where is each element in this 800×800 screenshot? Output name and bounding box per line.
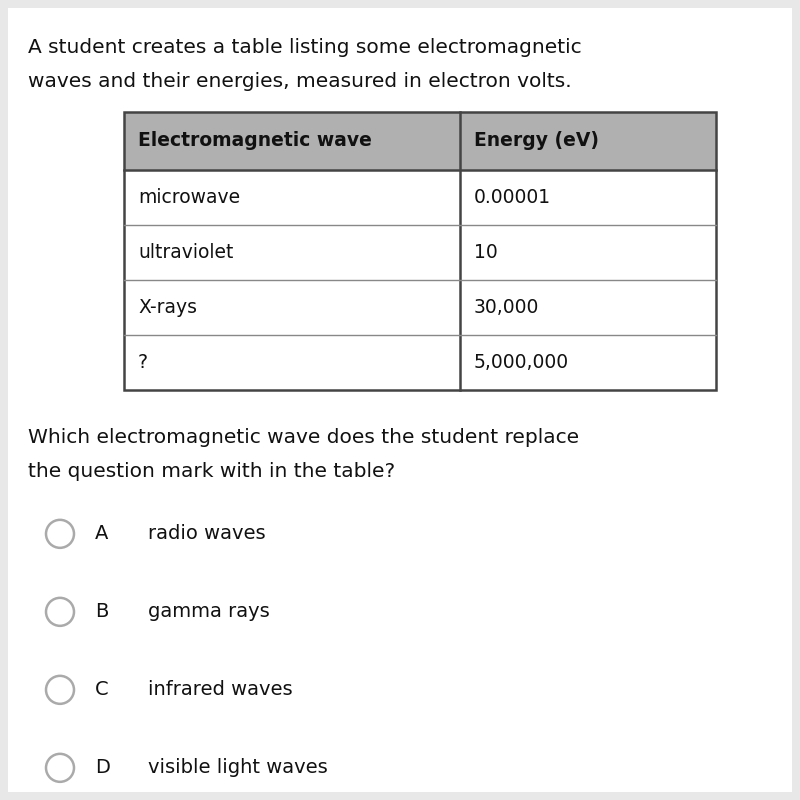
Text: A student creates a table listing some electromagnetic: A student creates a table listing some e… [28, 38, 582, 57]
Text: C: C [95, 680, 109, 699]
Text: Energy (eV): Energy (eV) [474, 131, 599, 150]
Circle shape [46, 598, 74, 626]
Text: 30,000: 30,000 [474, 298, 539, 317]
Circle shape [46, 754, 74, 782]
Bar [124, 170, 716, 390]
Circle shape [46, 520, 74, 548]
Text: waves and their energies, measured in electron volts.: waves and their energies, measured in el… [28, 72, 572, 91]
Text: D: D [95, 758, 110, 778]
Text: X-rays: X-rays [138, 298, 197, 317]
Text: infrared waves: infrared waves [148, 680, 293, 699]
Text: gamma rays: gamma rays [148, 602, 270, 622]
Text: ?: ? [138, 353, 148, 372]
Text: 5,000,000: 5,000,000 [474, 353, 569, 372]
Text: the question mark with in the table?: the question mark with in the table? [28, 462, 395, 481]
Text: ultraviolet: ultraviolet [138, 243, 234, 262]
Text: radio waves: radio waves [148, 524, 266, 543]
Text: Which electromagnetic wave does the student replace: Which electromagnetic wave does the stud… [28, 428, 579, 447]
Text: A: A [95, 524, 108, 543]
Text: 10: 10 [474, 243, 498, 262]
Text: visible light waves: visible light waves [148, 758, 328, 778]
Text: Electromagnetic wave: Electromagnetic wave [138, 131, 372, 150]
Text: B: B [95, 602, 108, 622]
Bar [124, 112, 716, 390]
Circle shape [46, 676, 74, 704]
Bar [124, 112, 716, 170]
Text: 0.00001: 0.00001 [474, 188, 551, 207]
Text: microwave: microwave [138, 188, 240, 207]
